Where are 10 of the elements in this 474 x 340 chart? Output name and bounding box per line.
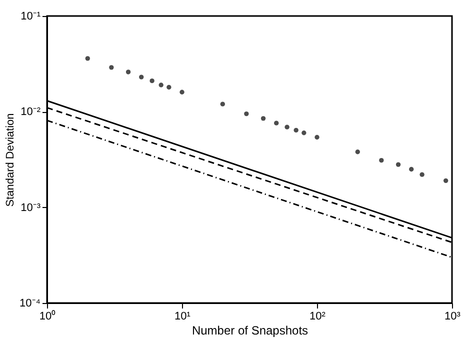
y-tick-label: 10⁻⁴ [20,298,41,310]
y-tick-label: 10⁻¹ [20,10,41,22]
x-tick-label: 10¹ [174,310,191,322]
y-axis-title: Standard Deviation [4,113,17,207]
x-tick-label: 10³ [444,310,461,322]
y-tick-label: 10⁻² [20,106,41,118]
x-axis-title: Number of Snapshots [192,324,308,338]
x-tick-label: 10² [310,310,326,322]
y-tick-label: 10⁻³ [20,202,41,214]
x-tick-label: 10⁰ [39,310,56,322]
